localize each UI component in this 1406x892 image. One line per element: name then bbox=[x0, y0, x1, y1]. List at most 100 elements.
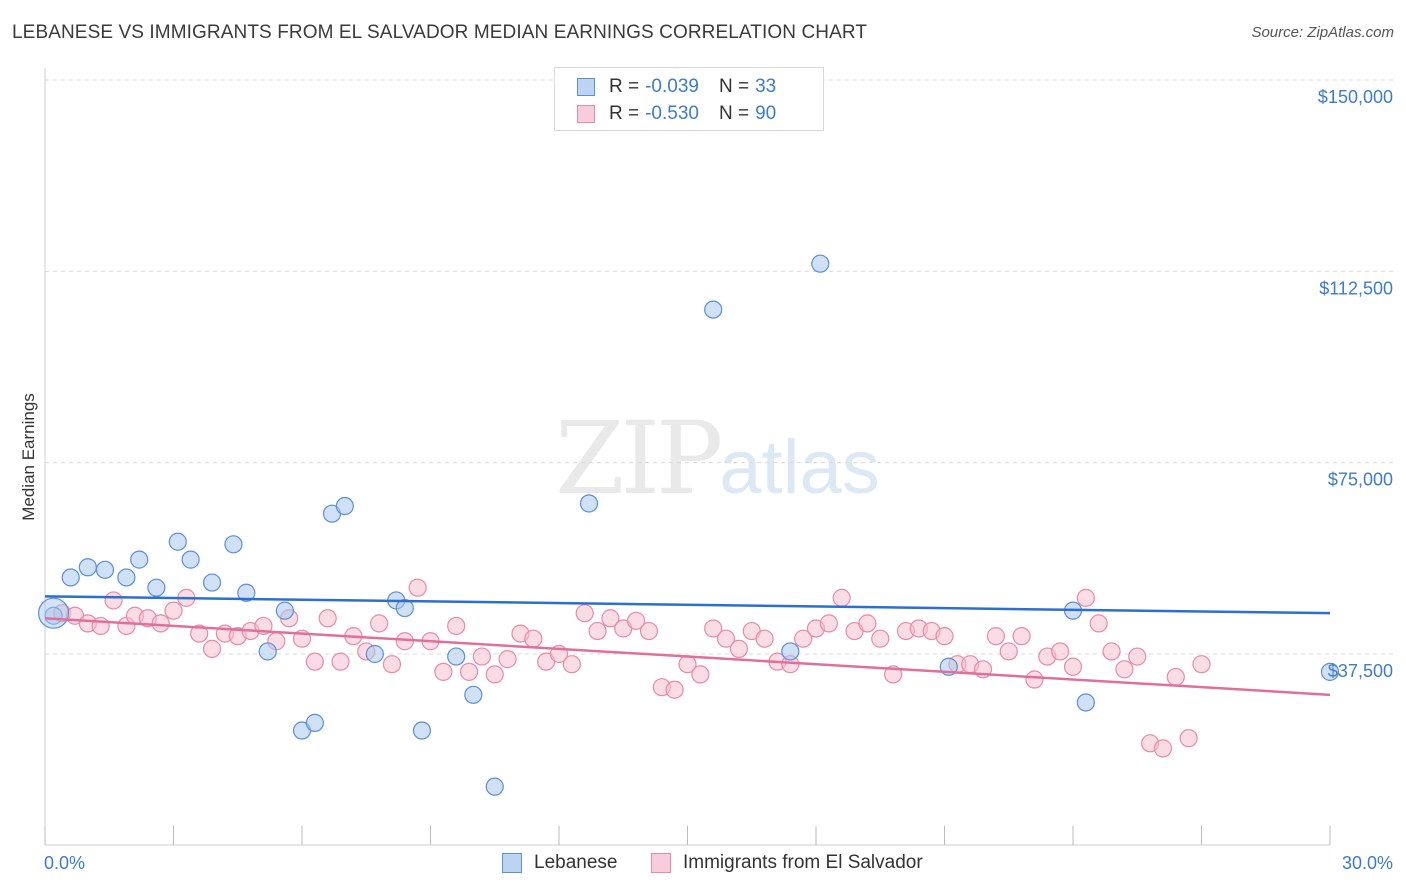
watermark-atlas: atlas bbox=[719, 425, 880, 510]
legend-r-label: R = bbox=[609, 76, 640, 97]
data-point-el-salvador bbox=[588, 621, 607, 641]
data-point-lebanese bbox=[181, 550, 200, 569]
data-point-el-salvador bbox=[1102, 642, 1121, 661]
legend-n-value: 33 bbox=[755, 76, 777, 97]
data-point-el-salvador bbox=[459, 662, 479, 681]
y-tick-label: $112,500 bbox=[1319, 278, 1393, 298]
data-point-lebanese bbox=[224, 535, 243, 554]
trend-line-lebanese bbox=[44, 595, 1331, 615]
legend-n-label: N = bbox=[718, 76, 750, 97]
x-tick-label: 0.0% bbox=[44, 853, 85, 873]
data-point-lebanese bbox=[78, 558, 97, 577]
legend-item-lebanese[interactable]: Lebanese bbox=[502, 852, 617, 874]
data-point-el-salvador bbox=[858, 614, 877, 633]
data-point-lebanese bbox=[811, 254, 830, 273]
data-point-el-salvador bbox=[331, 652, 350, 671]
data-point-lebanese bbox=[258, 642, 277, 661]
data-point-el-salvador bbox=[716, 629, 736, 648]
x-tick-label: 30.0% bbox=[1342, 853, 1393, 873]
data-point-el-salvador bbox=[104, 591, 123, 610]
data-point-lebanese bbox=[117, 568, 136, 587]
data-point-el-salvador bbox=[1115, 660, 1134, 679]
data-point-el-salvador bbox=[382, 655, 402, 674]
data-point-lebanese bbox=[579, 494, 599, 513]
data-point-lebanese bbox=[781, 642, 800, 661]
data-point-el-salvador bbox=[626, 611, 646, 630]
data-point-el-salvador bbox=[1051, 642, 1070, 661]
data-point-el-salvador bbox=[871, 629, 890, 648]
series-lebanese-points bbox=[37, 254, 1340, 796]
data-point-el-salvador bbox=[318, 609, 337, 628]
data-point-el-salvador bbox=[1076, 588, 1095, 607]
data-point-el-salvador bbox=[1089, 614, 1108, 633]
data-point-el-salvador bbox=[408, 578, 427, 597]
data-point-el-salvador bbox=[819, 614, 838, 633]
chart-title: LEBANESE VS IMMIGRANTS FROM EL SALVADOR … bbox=[12, 22, 868, 43]
data-point-lebanese bbox=[147, 578, 166, 597]
data-point-el-salvador bbox=[91, 616, 110, 636]
data-point-el-salvador bbox=[794, 629, 813, 648]
data-point-lebanese bbox=[365, 644, 384, 664]
data-point-el-salvador bbox=[691, 665, 710, 684]
data-point-el-salvador bbox=[665, 680, 684, 699]
y-tick-label: $150,000 bbox=[1318, 87, 1393, 107]
data-point-el-salvador bbox=[498, 650, 517, 669]
legend-n-label: N = bbox=[718, 103, 750, 124]
data-point-el-salvador bbox=[1179, 729, 1198, 748]
data-point-el-salvador bbox=[562, 655, 581, 674]
data-point-el-salvador bbox=[999, 642, 1018, 661]
data-point-el-salvador bbox=[485, 665, 504, 684]
data-point-el-salvador bbox=[729, 639, 749, 658]
data-point-el-salvador bbox=[151, 614, 170, 633]
data-point-lebanese bbox=[704, 300, 723, 319]
data-point-el-salvador bbox=[986, 627, 1006, 646]
data-point-lebanese bbox=[130, 550, 149, 569]
series-el-salvador-points bbox=[53, 578, 1211, 758]
data-point-el-salvador bbox=[832, 588, 851, 607]
data-point-lebanese bbox=[447, 647, 466, 666]
legend-row-lebanese: R = -0.039 N = 33 bbox=[577, 75, 776, 99]
series-legend: Lebanese Immigrants from El Salvador bbox=[0, 852, 1406, 878]
data-point-lebanese bbox=[61, 568, 80, 587]
data-point-el-salvador bbox=[202, 639, 222, 658]
axes bbox=[44, 68, 1331, 846]
data-point-el-salvador bbox=[447, 616, 466, 636]
data-point-el-salvador bbox=[575, 604, 594, 623]
data-point-el-salvador bbox=[1025, 670, 1044, 689]
legend-r-value: -0.530 bbox=[645, 103, 699, 124]
data-point-el-salvador bbox=[1192, 655, 1211, 674]
data-point-el-salvador bbox=[704, 619, 723, 638]
data-point-el-salvador bbox=[190, 624, 209, 643]
y-axis-label: Median Earnings bbox=[19, 393, 38, 521]
data-point-lebanese-large bbox=[37, 597, 70, 629]
data-point-el-salvador bbox=[434, 662, 453, 681]
data-point-lebanese bbox=[395, 598, 414, 618]
trend-line-el-salvador bbox=[44, 617, 1331, 697]
legend-row-el-salvador: R = -0.530 N = 90 bbox=[577, 102, 776, 126]
data-point-el-salvador bbox=[370, 614, 389, 633]
legend-label-lebanese: Lebanese bbox=[534, 852, 618, 873]
data-point-lebanese bbox=[237, 583, 256, 602]
data-point-el-salvador bbox=[601, 609, 620, 628]
data-point-el-salvador bbox=[1012, 627, 1031, 646]
legend-swatch-pink bbox=[577, 105, 595, 123]
y-tick-label: $75,000 bbox=[1328, 470, 1393, 490]
data-point-el-salvador bbox=[1128, 647, 1147, 666]
data-point-lebanese bbox=[335, 496, 354, 516]
data-point-lebanese bbox=[275, 601, 294, 620]
correlation-legend: R = -0.039 N = 33 R = -0.530 N = 90 bbox=[554, 67, 824, 131]
trend-lines bbox=[44, 595, 1331, 697]
data-point-el-salvador bbox=[755, 629, 774, 648]
data-point-lebanese bbox=[168, 532, 187, 551]
data-point-el-salvador bbox=[639, 621, 659, 641]
source-label: Source: ZipAtlas.com bbox=[1251, 24, 1394, 41]
data-point-el-salvador bbox=[1166, 667, 1185, 687]
data-point-lebanese bbox=[1320, 662, 1340, 681]
legend-label-el-salvador: Immigrants from El Salvador bbox=[683, 852, 923, 873]
legend-item-el-salvador[interactable]: Immigrants from El Salvador bbox=[651, 852, 923, 874]
legend-n-value: 90 bbox=[755, 103, 777, 124]
tick-labels: $37,500 $75,000 $112,500 $150,000 0.0% 30.0% bbox=[44, 87, 1393, 873]
gridlines bbox=[45, 79, 1395, 655]
data-point-lebanese bbox=[202, 573, 222, 592]
